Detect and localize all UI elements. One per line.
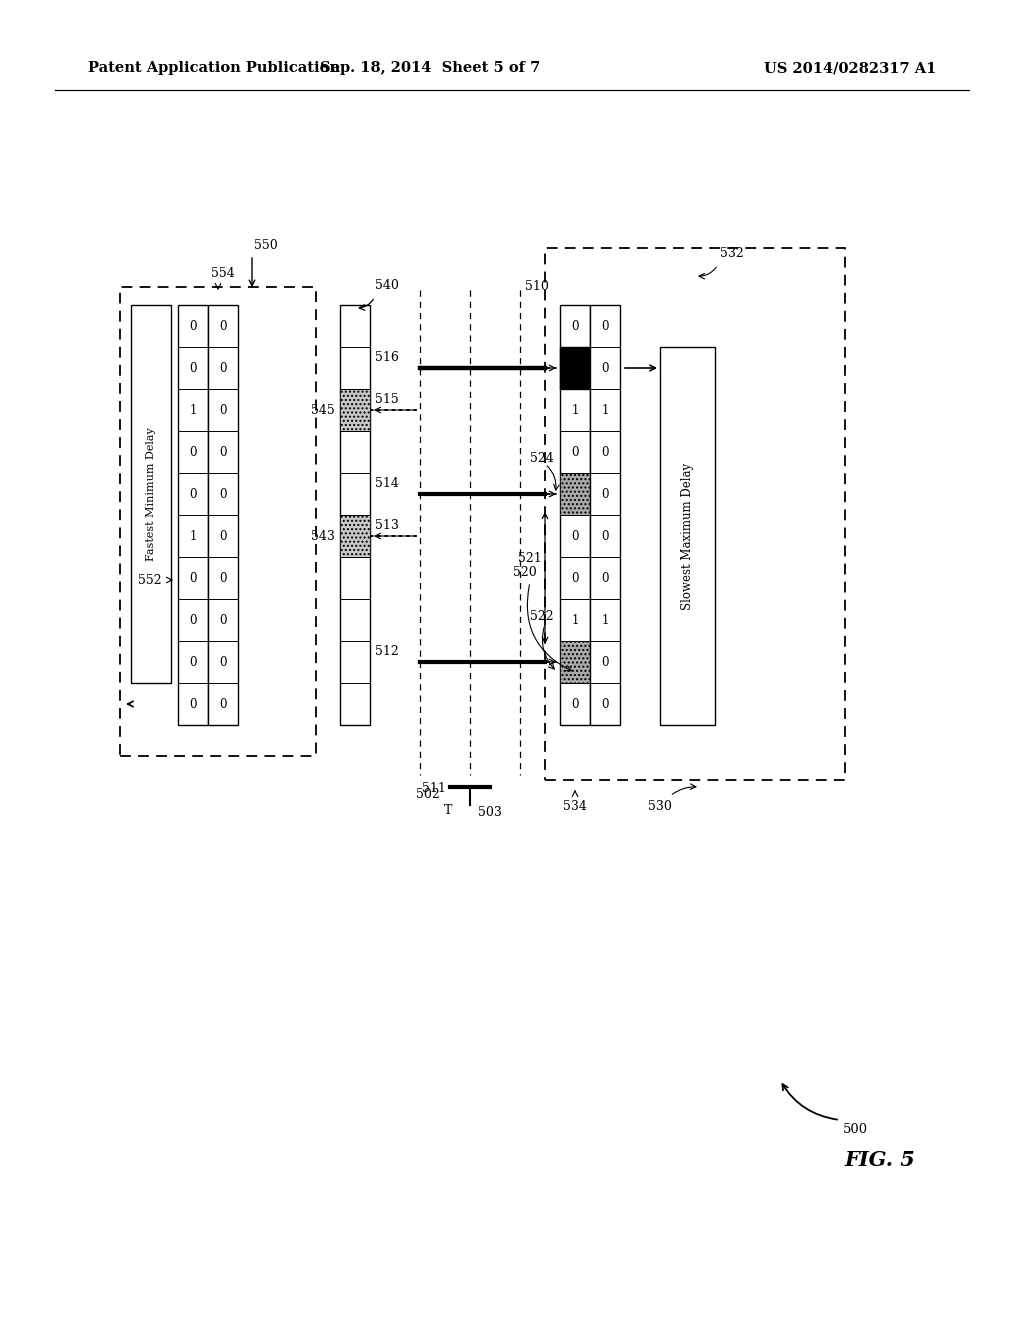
Text: 0: 0	[571, 319, 579, 333]
Text: 0: 0	[219, 614, 226, 627]
Text: 511: 511	[422, 781, 445, 795]
Text: 0: 0	[601, 572, 608, 585]
Text: 503: 503	[478, 807, 502, 820]
Text: 1: 1	[571, 404, 579, 417]
Text: 530: 530	[648, 800, 672, 813]
Bar	[340, 305, 370, 725]
Text: 0: 0	[571, 529, 579, 543]
Text: Patent Application Publication: Patent Application Publication	[88, 61, 340, 75]
Text: 532: 532	[720, 247, 743, 260]
Text: 0: 0	[219, 487, 226, 500]
Text: 0: 0	[601, 362, 608, 375]
Text: 543: 543	[311, 529, 335, 543]
Text: 0: 0	[219, 572, 226, 585]
Text: T: T	[443, 804, 453, 817]
Text: 1: 1	[601, 614, 608, 627]
Text: 0: 0	[189, 572, 197, 585]
Text: 514: 514	[375, 477, 399, 490]
Bar	[560, 473, 590, 515]
Text: 0: 0	[219, 446, 226, 458]
Text: 0: 0	[189, 697, 197, 710]
Text: 0: 0	[601, 656, 608, 668]
Text: Fastest Minimum Delay: Fastest Minimum Delay	[146, 428, 156, 561]
Text: 552: 552	[138, 573, 162, 586]
Bar	[590, 305, 620, 725]
Text: 0: 0	[219, 656, 226, 668]
Bar	[208, 305, 238, 725]
Bar	[560, 347, 590, 389]
Text: 0: 0	[601, 529, 608, 543]
Text: 521: 521	[518, 552, 542, 565]
Text: 0: 0	[219, 319, 226, 333]
Bar	[560, 642, 590, 682]
Text: 0: 0	[601, 446, 608, 458]
Text: 0: 0	[219, 529, 226, 543]
Bar	[340, 389, 370, 432]
Bar	[178, 305, 208, 725]
Text: 0: 0	[189, 446, 197, 458]
Text: 0: 0	[571, 572, 579, 585]
Text: 0: 0	[219, 697, 226, 710]
Text: 0: 0	[189, 319, 197, 333]
Text: FIG. 5: FIG. 5	[845, 1150, 915, 1170]
Text: 500: 500	[843, 1123, 868, 1137]
Bar	[560, 305, 590, 725]
Text: 550: 550	[254, 239, 278, 252]
Text: 0: 0	[219, 404, 226, 417]
Text: 1: 1	[189, 404, 197, 417]
Bar	[660, 347, 715, 725]
Bar	[131, 305, 171, 682]
Text: 1: 1	[189, 529, 197, 543]
Text: 0: 0	[601, 319, 608, 333]
Text: 520: 520	[513, 565, 537, 578]
Text: Sep. 18, 2014  Sheet 5 of 7: Sep. 18, 2014 Sheet 5 of 7	[319, 61, 540, 75]
Text: 0: 0	[571, 697, 579, 710]
Text: 1: 1	[571, 614, 579, 627]
Text: 0: 0	[571, 446, 579, 458]
Text: 0: 0	[189, 362, 197, 375]
Text: 545: 545	[311, 404, 335, 417]
Text: 534: 534	[563, 800, 587, 813]
Text: 540: 540	[375, 279, 399, 292]
Text: 515: 515	[375, 393, 398, 407]
Text: 522: 522	[530, 610, 554, 623]
Text: 0: 0	[189, 487, 197, 500]
Text: 524: 524	[530, 453, 554, 466]
Text: 510: 510	[525, 280, 549, 293]
Text: 0: 0	[219, 362, 226, 375]
Text: US 2014/0282317 A1: US 2014/0282317 A1	[764, 61, 936, 75]
Bar	[545, 248, 845, 780]
Bar	[120, 286, 316, 756]
Text: 512: 512	[375, 645, 398, 657]
Bar	[340, 515, 370, 557]
Text: Slowest Maximum Delay: Slowest Maximum Delay	[681, 462, 694, 610]
Text: 0: 0	[601, 697, 608, 710]
Text: 502: 502	[416, 788, 440, 801]
Text: 0: 0	[189, 614, 197, 627]
Text: 516: 516	[375, 351, 399, 364]
Text: 554: 554	[211, 267, 234, 280]
Text: 1: 1	[601, 404, 608, 417]
Text: 0: 0	[189, 656, 197, 668]
Text: 0: 0	[601, 487, 608, 500]
Text: 513: 513	[375, 519, 399, 532]
